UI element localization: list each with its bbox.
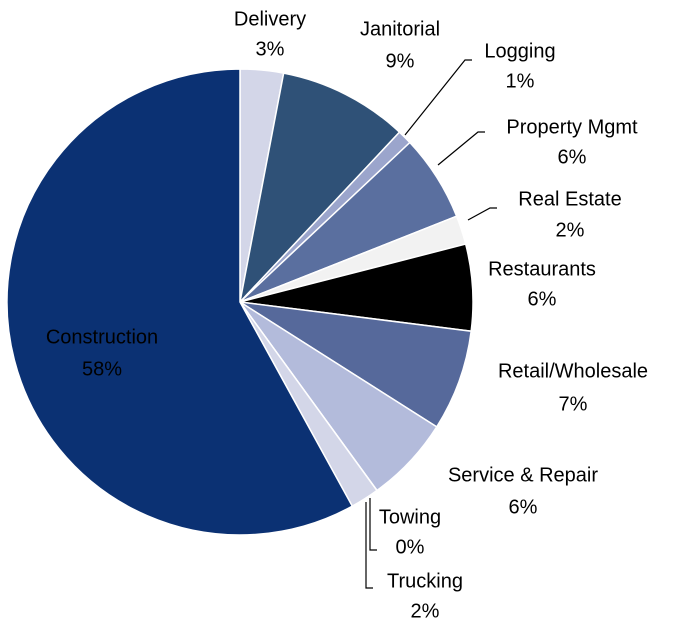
slice-value-label: 9% bbox=[386, 50, 415, 72]
slice-value-label: 6% bbox=[509, 496, 538, 518]
leader-line bbox=[467, 207, 497, 221]
slice-label: Delivery bbox=[234, 8, 306, 30]
leader-line bbox=[437, 131, 485, 166]
slice-value-label: 1% bbox=[506, 70, 535, 92]
slice-label: Logging bbox=[484, 40, 555, 62]
slice-label: Property Mgmt bbox=[506, 116, 638, 138]
pie-slice bbox=[239, 301, 473, 428]
slice-label: Trucking bbox=[387, 570, 463, 592]
slice-value-label: 3% bbox=[256, 38, 285, 60]
slice-label: Retail/Wholesale bbox=[498, 360, 648, 382]
slice-value-label: 2% bbox=[556, 219, 585, 241]
slice-value-label: 2% bbox=[411, 600, 440, 622]
slice-label: Construction bbox=[46, 326, 158, 348]
slice-label: Restaurants bbox=[488, 258, 596, 280]
slice-value-label: 0% bbox=[396, 536, 425, 558]
pie-slice bbox=[238, 72, 401, 305]
slice-value-label: 58% bbox=[82, 358, 122, 380]
slice-label: Real Estate bbox=[518, 188, 621, 210]
slice-label: Janitorial bbox=[360, 18, 440, 40]
slice-label: Service & Repair bbox=[448, 464, 598, 486]
slice-value-label: 6% bbox=[558, 146, 587, 168]
leader-line bbox=[404, 59, 472, 136]
leader-line bbox=[365, 502, 373, 589]
slice-label: Towing bbox=[379, 506, 441, 528]
pie-slice bbox=[6, 68, 354, 536]
slice-value-label: 7% bbox=[559, 393, 588, 415]
slice-value-label: 6% bbox=[528, 288, 557, 310]
leader-line bbox=[369, 498, 377, 551]
